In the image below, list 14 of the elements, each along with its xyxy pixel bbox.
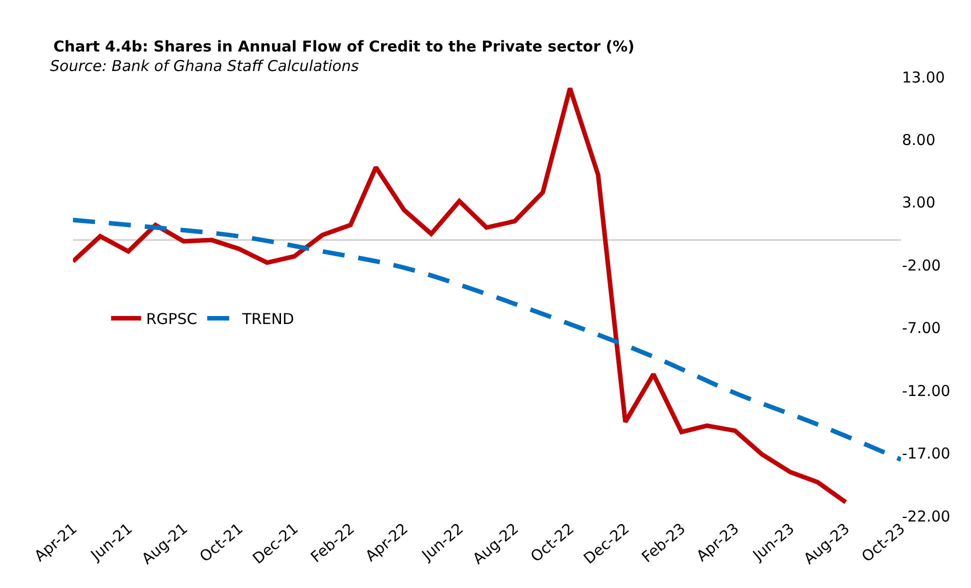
y-tick-label: -12.00	[902, 382, 950, 400]
y-tick-label: -7.00	[902, 319, 941, 338]
y-tick-label: -22.00	[902, 507, 950, 526]
y-tick-label: 13.00	[902, 68, 945, 86]
y-tick-label: 3.00	[902, 194, 936, 212]
y-tick-label: -2.00	[902, 256, 941, 274]
chart-title: Chart 4.4b: Shares in Annual Flow of Credit to the Private sector (%)	[53, 38, 634, 56]
y-tick-label: 8.00	[902, 130, 936, 149]
source-note: Source: Bank of Ghana Staff Calculations	[50, 57, 359, 75]
legend-label: TREND	[241, 310, 294, 328]
legend-label: RGPSC	[146, 310, 198, 328]
line-series	[73, 218, 901, 462]
line-series	[73, 86, 848, 504]
y-tick-label: -17.00	[902, 444, 950, 463]
